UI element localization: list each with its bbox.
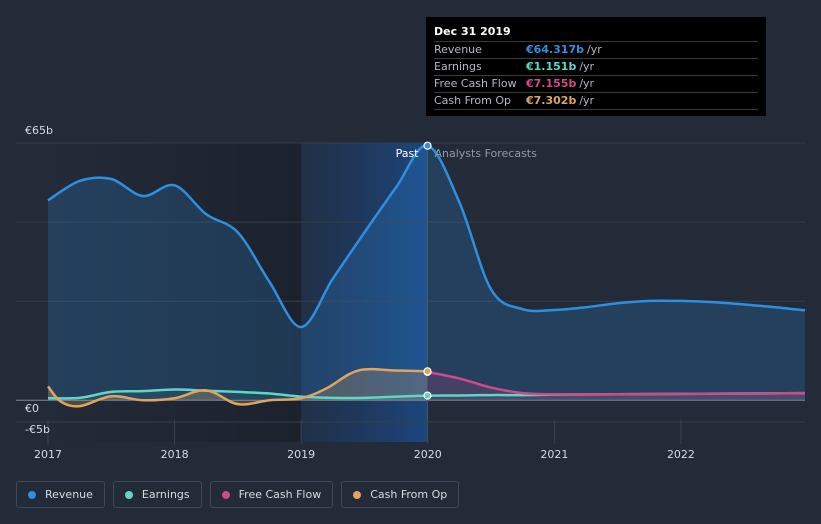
tooltip-row-cash-from-op: Cash From Op €7.302b /yr — [434, 93, 758, 110]
hover-tooltip: Dec 31 2019 Revenue €64.317b /yr Earning… — [426, 17, 766, 116]
legend-dot-icon — [221, 490, 230, 499]
tooltip-row-label: Earnings — [434, 60, 482, 73]
tooltip-row-earnings: Earnings €1.151b /yr — [434, 59, 758, 76]
tooltip-row-value: €7.302b — [526, 94, 577, 107]
tooltip-date: Dec 31 2019 — [434, 23, 758, 42]
x-tick-label: 2018 — [161, 448, 189, 461]
revenue-area — [48, 145, 805, 401]
hover-markers — [423, 141, 432, 400]
cash-from-op-line — [47, 367, 428, 408]
y-label-bottom: -€5b — [25, 423, 50, 436]
legend-item-revenue[interactable]: Revenue — [16, 481, 105, 508]
tooltip-row-label: Free Cash Flow — [434, 77, 517, 90]
legend-dot-icon — [353, 490, 362, 499]
earnings-marker — [423, 391, 432, 400]
legend-item-earnings[interactable]: Earnings — [112, 481, 202, 508]
legend-label: Earnings — [141, 488, 190, 501]
legend-label: Free Cash Flow — [238, 488, 322, 501]
x-tick-label: 2017 — [34, 448, 62, 461]
cash-from-op-marker — [423, 367, 432, 376]
legend-item-cash-from-op[interactable]: Cash From Op — [341, 481, 460, 508]
x-tick-label: 2022 — [667, 448, 695, 461]
tooltip-row-label: Cash From Op — [434, 94, 512, 107]
tooltip-row-value: €1.151b — [526, 60, 577, 73]
x-tick-label: 2019 — [287, 448, 315, 461]
tooltip-row-unit: /yr — [586, 43, 602, 56]
legend-item-free-cash-flow[interactable]: Free Cash Flow — [209, 481, 334, 508]
y-label-top: €65b — [25, 124, 53, 137]
legend: Revenue Earnings Free Cash Flow Cash Fro… — [16, 481, 460, 508]
tooltip-row-revenue: Revenue €64.317b /yr — [434, 42, 758, 59]
legend-dot-icon — [124, 490, 133, 499]
x-tick-label: 2020 — [414, 448, 442, 461]
tooltip-row-unit: /yr — [579, 94, 595, 107]
tooltip-row-label: Revenue — [434, 43, 482, 56]
past-label: Past — [396, 147, 420, 160]
free-cash-flow-line — [427, 370, 806, 396]
tooltip-row-unit: /yr — [579, 60, 595, 73]
revenue-marker — [423, 141, 432, 150]
tooltip-row-value: €64.317b — [526, 43, 584, 56]
tooltip-row-value: €7.155b — [526, 77, 577, 90]
highlight-region — [301, 143, 428, 442]
x-axis: 2017 2018 2019 2020 2021 2022 — [34, 420, 695, 461]
legend-label: Revenue — [45, 488, 93, 501]
forecast-label: Analysts Forecasts — [435, 147, 538, 160]
legend-label: Cash From Op — [370, 488, 448, 501]
y-label-zero: €0 — [25, 402, 39, 415]
legend-dot-icon — [28, 490, 36, 499]
x-tick-label: 2021 — [540, 448, 568, 461]
tooltip-row-unit: /yr — [579, 77, 595, 90]
tooltip-row-free-cash-flow: Free Cash Flow €7.155b /yr — [434, 76, 758, 93]
